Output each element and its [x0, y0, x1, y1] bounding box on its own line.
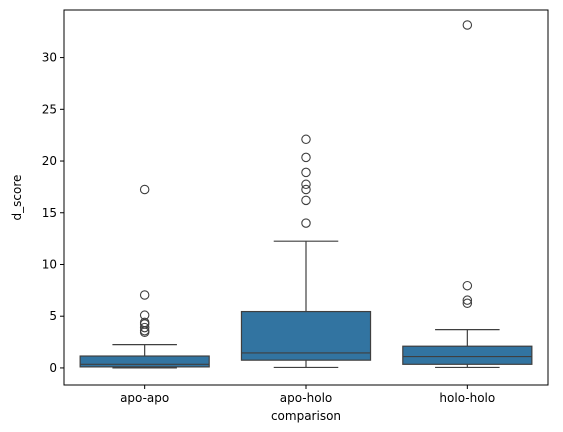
y-axis: 0 5 10 15 20 25 30 [42, 51, 64, 375]
y-axis-label: d_score [10, 175, 24, 221]
box-apo-holo [240, 310, 372, 361]
outlier-point [139, 317, 150, 328]
outlier-point [462, 280, 473, 291]
y-tick-label: 20 [42, 154, 57, 168]
outlier-point [301, 218, 311, 228]
outlier-point [139, 290, 150, 300]
y-tick-label: 30 [42, 51, 57, 65]
outlier-point [301, 167, 311, 178]
x-axis: apo-apo apo-holo holo-holo [120, 385, 495, 405]
outlier-point [462, 20, 473, 30]
box-holo-holo [402, 345, 533, 365]
outlier-point [301, 179, 311, 190]
x-axis-label: comparison [271, 409, 341, 423]
outlier-point [301, 195, 311, 206]
x-tick-label: apo-holo [280, 391, 333, 405]
outlier-point [462, 298, 473, 309]
outlier-point [301, 134, 311, 145]
box-group-apo-holo [240, 134, 372, 369]
outlier-point [139, 322, 150, 333]
outlier-point [301, 152, 311, 163]
plot-marks [79, 20, 533, 369]
x-tick-label: apo-apo [120, 391, 169, 405]
y-tick-label: 5 [49, 309, 57, 323]
outlier-point [301, 184, 311, 195]
x-tick-label: holo-holo [439, 391, 495, 405]
y-tick-label: 25 [42, 102, 57, 116]
box-group-holo-holo [402, 20, 533, 369]
y-tick-label: 15 [42, 206, 57, 220]
y-tick-label: 0 [49, 361, 57, 375]
box-group-apo-apo [79, 184, 210, 369]
box-apo-apo [79, 355, 210, 368]
outlier-point [139, 184, 150, 195]
y-tick-label: 10 [42, 257, 57, 271]
outlier-point [139, 310, 150, 320]
outlier-point [462, 295, 473, 305]
